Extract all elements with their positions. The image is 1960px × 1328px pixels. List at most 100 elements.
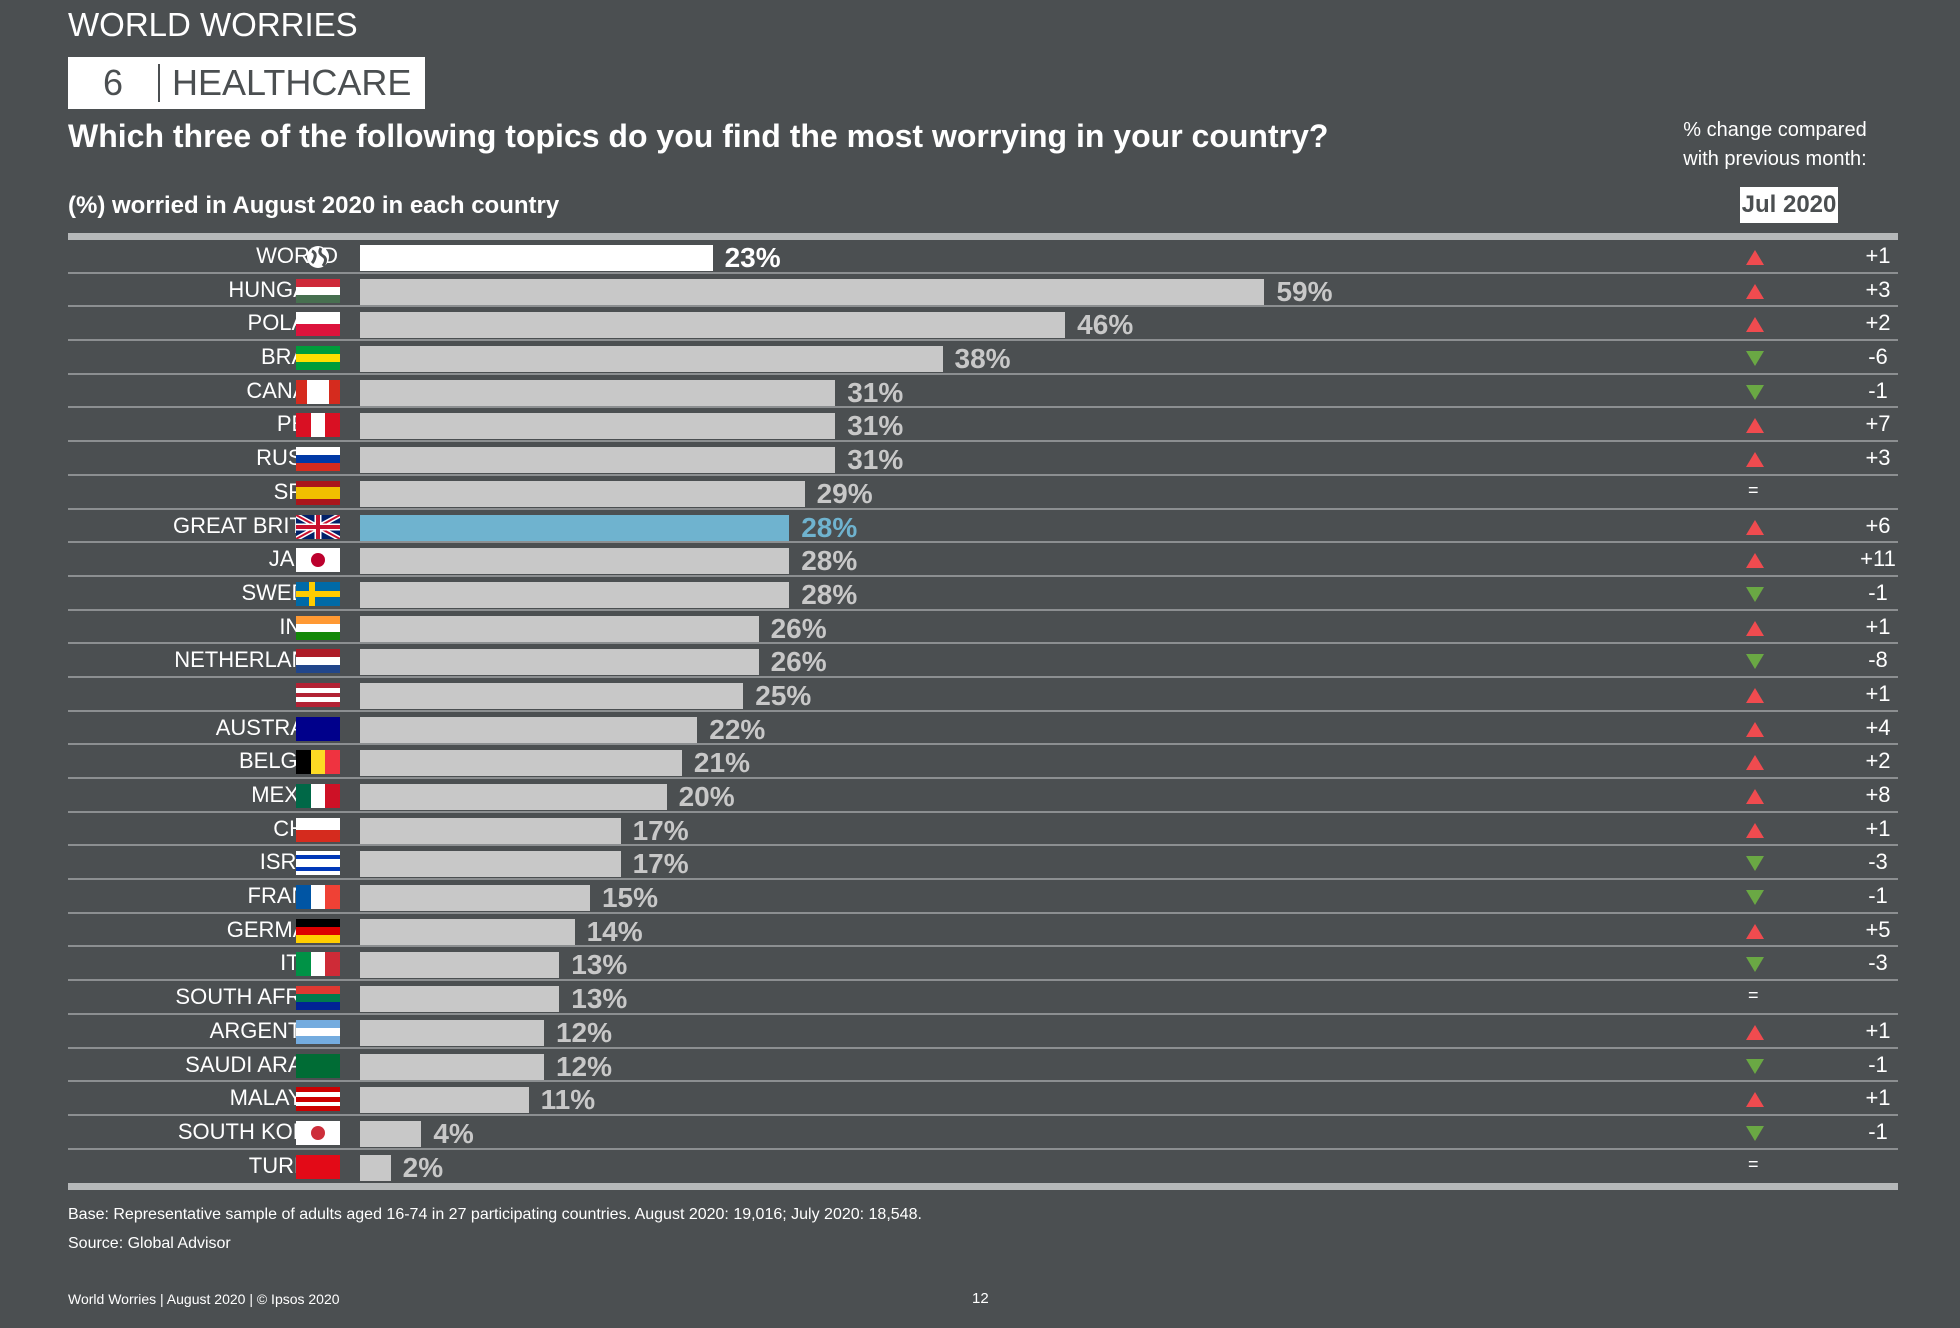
bar xyxy=(360,851,621,878)
page-number: 12 xyxy=(972,1290,989,1307)
bar xyxy=(360,1053,544,1080)
triangle-down-icon xyxy=(1746,384,1764,400)
triangle-up-icon xyxy=(1746,317,1764,333)
comparison-month: Jul 2020 xyxy=(1740,187,1838,223)
value-label: 31% xyxy=(847,376,904,408)
value-label: 13% xyxy=(571,949,628,981)
flag-icon xyxy=(296,447,340,472)
change-heading-line2: with previous month: xyxy=(1683,148,1867,170)
no-change-icon: = xyxy=(1748,985,1759,1006)
bar xyxy=(360,682,744,709)
bar xyxy=(360,346,943,373)
change-value: +1 xyxy=(1865,1085,1891,1111)
bar xyxy=(360,548,790,575)
section-number: 6 xyxy=(102,62,124,103)
change-value: -1 xyxy=(1868,883,1888,909)
value-label: 26% xyxy=(770,646,827,678)
flag-icon xyxy=(296,851,340,876)
change-value: +1 xyxy=(1865,680,1891,706)
top-rule xyxy=(68,233,1898,240)
chart-row: INDIA26%+1 xyxy=(68,611,1898,645)
chart-row: SOUTH KOREA 4% -1 xyxy=(68,1116,1898,1150)
flag-icon xyxy=(296,581,340,606)
value-label: 31% xyxy=(847,444,904,476)
source-note: Source: Global Advisor xyxy=(68,1235,231,1252)
value-label: 17% xyxy=(632,814,689,846)
footer-text: World Worries | August 2020 | © Ipsos 20… xyxy=(68,1291,340,1307)
flag-icon xyxy=(296,649,340,674)
change-value: +2 xyxy=(1865,748,1891,774)
change-value: +1 xyxy=(1865,1017,1891,1043)
report-kicker: WORLD WORRIES xyxy=(68,6,358,43)
flag-icon xyxy=(296,278,340,303)
no-change-icon: = xyxy=(1748,479,1759,500)
flag-icon xyxy=(296,1019,340,1044)
value-label: 22% xyxy=(709,713,766,745)
flag-icon xyxy=(296,817,340,842)
chart-row: WORLD 23% +1 xyxy=(68,240,1898,274)
chart-row: NETHERLANDS 26% -8 xyxy=(68,644,1898,678)
value-label: 20% xyxy=(678,781,735,812)
value-label: 29% xyxy=(816,477,873,509)
triangle-down-icon xyxy=(1746,890,1764,906)
flag-icon xyxy=(296,1120,340,1145)
value-label: 28% xyxy=(801,511,858,543)
bar xyxy=(360,784,667,810)
no-change-icon: = xyxy=(1748,1153,1759,1174)
triangle-up-icon xyxy=(1746,620,1764,636)
chart-row: AUSTRALIA 22% +4 xyxy=(68,712,1898,746)
chart-row: PERU31%+7 xyxy=(68,408,1898,443)
flag-icon xyxy=(296,548,340,573)
flag-icon xyxy=(296,682,340,707)
change-heading-line1: % change compared xyxy=(1683,119,1867,141)
value-label: 12% xyxy=(555,1016,612,1048)
chart-row: MALAYSIA 11% +1 xyxy=(68,1082,1898,1116)
flag-icon xyxy=(296,615,340,640)
chart-row: US25%+1 xyxy=(68,678,1898,712)
chart-row: POLAND 46% +2 xyxy=(68,307,1898,342)
value-label: 25% xyxy=(755,679,812,711)
chart-row: CHILE17%+1 xyxy=(68,813,1898,847)
flag-icon xyxy=(296,918,340,943)
triangle-down-icon xyxy=(1746,351,1764,367)
flag-icon xyxy=(296,245,340,269)
chart-row: ARGENTINA 12% +1 xyxy=(68,1015,1898,1049)
change-value: +11 xyxy=(1860,546,1896,572)
change-value: +4 xyxy=(1865,714,1891,740)
bar xyxy=(360,245,713,271)
value-label: 2% xyxy=(402,1151,444,1183)
chart-row: MEXICO 20% +8 xyxy=(68,779,1898,813)
value-label: 38% xyxy=(954,343,1011,375)
bar xyxy=(360,413,836,440)
triangle-down-icon xyxy=(1746,856,1764,872)
change-value: -3 xyxy=(1868,849,1888,875)
chart-row: GREAT BRITAIN 28% +6 xyxy=(68,510,1898,544)
flag-icon xyxy=(296,379,340,404)
divider xyxy=(158,64,160,102)
change-value: -1 xyxy=(1868,377,1888,403)
change-value: +3 xyxy=(1865,445,1891,471)
triangle-down-icon xyxy=(1746,1125,1764,1141)
change-value: -3 xyxy=(1868,950,1888,976)
value-label: 15% xyxy=(601,882,658,914)
change-value: +6 xyxy=(1865,512,1891,538)
change-value: -6 xyxy=(1868,344,1888,370)
chart-row: HUNGARY 59% +3 xyxy=(68,274,1898,308)
bar xyxy=(360,1019,544,1046)
change-heading: % change compared with previous month: xyxy=(1660,116,1890,174)
value-label: 46% xyxy=(1077,309,1134,341)
triangle-up-icon xyxy=(1746,1024,1764,1040)
bar xyxy=(360,649,759,676)
chart-row: ITALY13%-3 xyxy=(68,947,1898,982)
triangle-down-icon xyxy=(1746,586,1764,602)
flag-icon xyxy=(296,1087,340,1112)
chart-row: CANADA 31% -1 xyxy=(68,375,1898,409)
change-value: +1 xyxy=(1865,613,1891,639)
base-note: Base: Representative sample of adults ag… xyxy=(68,1206,922,1223)
triangle-up-icon xyxy=(1746,283,1764,299)
change-value: -8 xyxy=(1868,647,1888,673)
chart-row: GERMANY 14% +5 xyxy=(68,914,1898,948)
flag-icon xyxy=(296,784,340,808)
chart-row: RUSSIA31%+3 xyxy=(68,442,1898,476)
triangle-up-icon xyxy=(1746,250,1764,265)
